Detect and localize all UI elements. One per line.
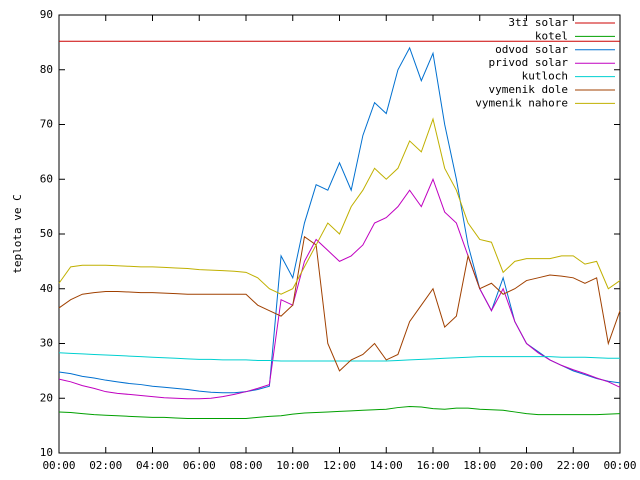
y-tick-label: 10 — [40, 446, 53, 459]
y-tick-label: 20 — [40, 391, 53, 404]
legend-label: kutloch — [522, 70, 568, 83]
legend-label: odvod solar — [495, 43, 568, 56]
y-tick-label: 40 — [40, 282, 53, 295]
y-tick-label: 30 — [40, 337, 53, 350]
y-axis-label: teplota ve C — [11, 194, 24, 273]
x-tick-label: 06:00 — [183, 459, 216, 472]
y-tick-label: 50 — [40, 227, 53, 240]
x-tick-label: 10:00 — [276, 459, 309, 472]
y-tick-label: 70 — [40, 118, 53, 131]
x-tick-label: 14:00 — [370, 459, 403, 472]
x-tick-label: 08:00 — [229, 459, 262, 472]
x-tick-label: 22:00 — [557, 459, 590, 472]
x-tick-label: 00:00 — [603, 459, 636, 472]
y-tick-label: 90 — [40, 8, 53, 21]
series-line — [58, 117, 621, 295]
y-tick-label: 80 — [40, 63, 53, 76]
series-line — [58, 405, 621, 420]
series-line — [58, 235, 621, 372]
y-tick-label: 60 — [40, 172, 53, 185]
x-tick-label: 12:00 — [323, 459, 356, 472]
x-tick-label: 18:00 — [463, 459, 496, 472]
series-line — [58, 177, 621, 400]
legend-label: vymenik nahore — [475, 96, 568, 109]
legend-label: kotel — [535, 29, 568, 42]
legend-label: privod solar — [489, 56, 569, 69]
legend-label: vymenik dole — [489, 83, 568, 96]
x-tick-label: 20:00 — [510, 459, 543, 472]
x-tick-label: 00:00 — [42, 459, 75, 472]
legend-label: 3ti solar — [508, 16, 568, 29]
series-line — [58, 352, 620, 362]
x-tick-label: 16:00 — [416, 459, 449, 472]
x-tick-label: 02:00 — [89, 459, 122, 472]
x-tick-label: 04:00 — [136, 459, 169, 472]
